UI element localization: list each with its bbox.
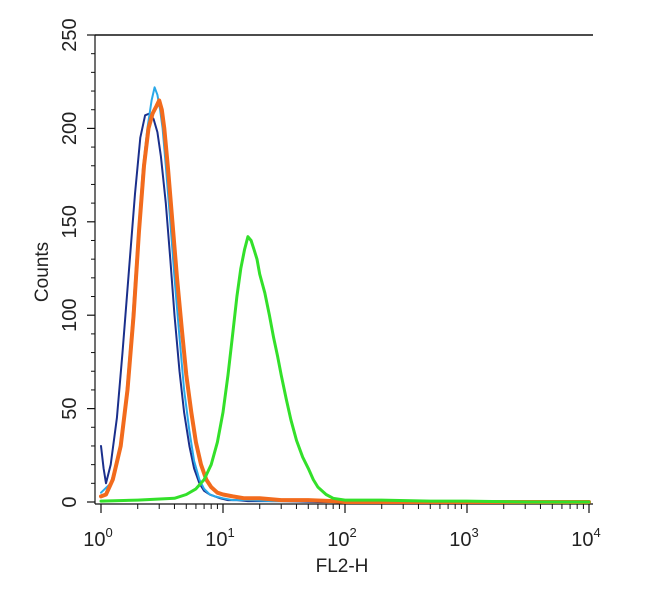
x-tick-base: 10 [571,529,593,551]
x-tick-base: 10 [327,529,349,551]
x-tick-base: 10 [449,529,471,551]
x-tick-exponent: 4 [594,525,601,540]
series-line-0 [100,112,590,503]
x-tick-exponent: 2 [350,525,357,540]
histogram-series [99,86,591,504]
x-axis-ticks: 100 101 102 103 104 [83,504,601,551]
y-tick-label: 0 [59,496,81,507]
plot-frame [94,34,593,505]
x-tick-base: 10 [205,529,227,551]
x-tick-exponent: 0 [106,525,113,540]
x-tick-label: 104 [571,525,600,551]
x-tick-label: 103 [449,525,478,551]
y-tick-label: 50 [59,397,81,419]
x-tick-label: 101 [205,525,234,551]
y-tick-label: 100 [59,299,81,332]
y-axis-ticks: 0 50 100 150 200 250 [59,18,95,508]
y-axis-title: Counts [32,242,53,302]
x-tick-exponent: 1 [228,525,235,540]
x-axis-title: FL2-H [316,556,369,577]
y-tick-label: 150 [59,205,81,238]
series-line-1 [100,86,590,503]
y-tick-label: 250 [59,18,81,51]
x-tick-label: 102 [327,525,356,551]
y-tick-label: 200 [59,112,81,145]
x-tick-exponent: 3 [472,525,479,540]
x-tick-label: 100 [83,525,112,551]
x-tick-base: 10 [83,529,105,551]
series-line-3 [99,235,591,504]
series-line-2 [99,98,591,504]
